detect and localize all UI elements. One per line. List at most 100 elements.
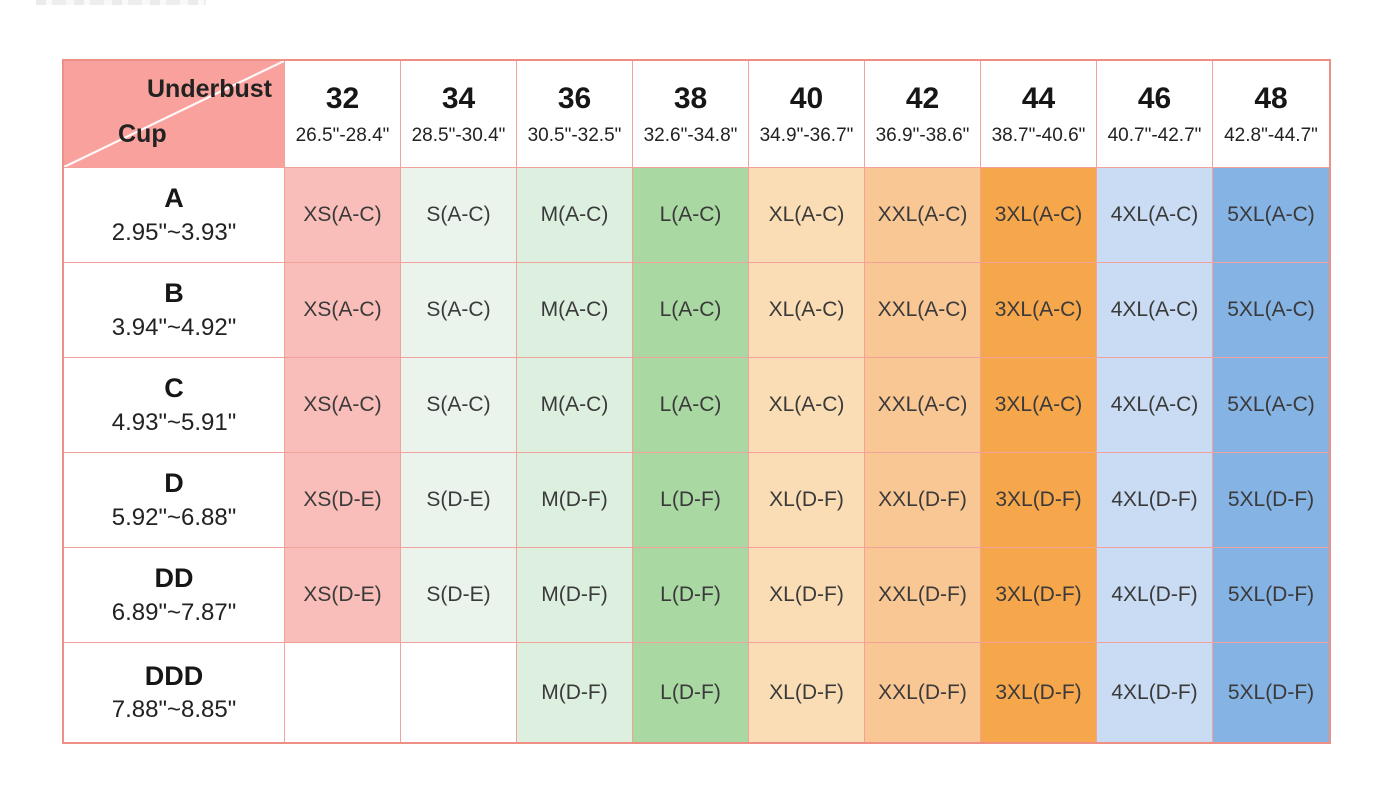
size-cell: 3XL(A-C) [981, 168, 1097, 263]
cropped-top-text-artifact [36, 0, 206, 5]
band-header-32: 32 26.5"-28.4" [285, 61, 401, 168]
cup-row-header-B: B 3.94"~4.92" [64, 263, 285, 358]
size-cell: M(D-F) [517, 548, 633, 643]
cup-range: 6.89"~7.87" [111, 598, 237, 626]
size-cell: L(A-C) [633, 263, 749, 358]
size-cell: 4XL(D-F) [1097, 453, 1213, 548]
band-range: 36.9"-38.6" [875, 124, 970, 146]
size-cell: M(A-C) [517, 358, 633, 453]
size-cell: XL(A-C) [749, 168, 865, 263]
band-header-38: 38 32.6"-34.8" [633, 61, 749, 168]
size-cell: M(D-F) [517, 453, 633, 548]
size-cell: XL(D-F) [749, 643, 865, 742]
cup-letter: DD [154, 563, 194, 594]
cup-range: 5.92"~6.88" [111, 503, 237, 531]
band-number: 34 [441, 81, 476, 115]
size-cell-empty [285, 643, 401, 742]
size-cell: XS(D-E) [285, 453, 401, 548]
size-cell: XS(D-E) [285, 548, 401, 643]
size-cell: S(A-C) [401, 263, 517, 358]
band-number: 40 [789, 81, 824, 115]
size-cell: 4XL(D-F) [1097, 548, 1213, 643]
size-cell: 5XL(A-C) [1213, 263, 1329, 358]
cup-row-header-DDD: DDD 7.88"~8.85" [64, 643, 285, 742]
size-cell: L(A-C) [633, 168, 749, 263]
band-range: 34.9"-36.7" [759, 124, 854, 146]
band-header-34: 34 28.5"-30.4" [401, 61, 517, 168]
band-header-42: 42 36.9"-38.6" [865, 61, 981, 168]
band-range: 32.6"-34.8" [643, 124, 738, 146]
band-number: 44 [1021, 81, 1056, 115]
size-cell: S(D-E) [401, 548, 517, 643]
band-header-36: 36 30.5"-32.5" [517, 61, 633, 168]
cup-row-header-D: D 5.92"~6.88" [64, 453, 285, 548]
cup-row-header-A: A 2.95"~3.93" [64, 168, 285, 263]
band-range: 30.5"-32.5" [527, 124, 622, 146]
cup-range: 2.95"~3.93" [111, 218, 237, 246]
size-cell: 5XL(D-F) [1213, 548, 1329, 643]
size-cell: XXL(A-C) [865, 263, 981, 358]
size-cell: S(D-E) [401, 453, 517, 548]
size-cell: 5XL(A-C) [1213, 168, 1329, 263]
band-range: 42.8"-44.7" [1224, 124, 1318, 146]
cup-label: Cup [118, 120, 167, 148]
band-header-48: 48 42.8"-44.7" [1213, 61, 1329, 168]
size-cell: L(D-F) [633, 548, 749, 643]
cup-letter: D [164, 468, 184, 499]
band-number: 42 [905, 81, 940, 115]
size-cell: L(D-F) [633, 453, 749, 548]
size-cell: 3XL(D-F) [981, 548, 1097, 643]
underbust-label: Underbust [147, 75, 272, 103]
size-cell: M(D-F) [517, 643, 633, 742]
band-range: 26.5"-28.4" [295, 124, 390, 146]
cup-letter: DDD [144, 660, 204, 691]
size-cell: XS(A-C) [285, 168, 401, 263]
band-range: 40.7"-42.7" [1107, 124, 1202, 146]
band-range: 28.5"-30.4" [411, 124, 506, 146]
size-cell: L(A-C) [633, 358, 749, 453]
cup-row-header-C: C 4.93"~5.91" [64, 358, 285, 453]
size-cell: XXL(D-F) [865, 643, 981, 742]
size-cell: 3XL(D-F) [981, 643, 1097, 742]
size-cell: 5XL(D-F) [1213, 453, 1329, 548]
band-number: 46 [1137, 81, 1172, 115]
size-cell: 3XL(A-C) [981, 263, 1097, 358]
size-cell: XL(A-C) [749, 358, 865, 453]
cup-range: 3.94"~4.92" [111, 313, 237, 341]
cup-letter: A [164, 183, 184, 214]
band-header-46: 46 40.7"-42.7" [1097, 61, 1213, 168]
cup-letter: C [164, 373, 184, 404]
band-number: 48 [1254, 81, 1288, 115]
size-cell: 4XL(A-C) [1097, 168, 1213, 263]
size-cell: XS(A-C) [285, 263, 401, 358]
band-number: 32 [325, 81, 360, 115]
cup-letter: B [164, 278, 184, 309]
size-cell: XL(D-F) [749, 453, 865, 548]
size-cell: 5XL(D-F) [1213, 643, 1329, 742]
cup-range: 7.88"~8.85" [111, 696, 237, 724]
cup-row-header-DD: DD 6.89"~7.87" [64, 548, 285, 643]
size-cell: XXL(A-C) [865, 358, 981, 453]
size-cell: S(A-C) [401, 168, 517, 263]
size-cell: XS(A-C) [285, 358, 401, 453]
band-number: 38 [673, 81, 708, 115]
size-cell: 4XL(D-F) [1097, 643, 1213, 742]
size-cell: L(D-F) [633, 643, 749, 742]
size-cell: XXL(A-C) [865, 168, 981, 263]
bra-size-chart-table: Underbust Cup 32 26.5"-28.4" 34 28.5"-30… [62, 59, 1331, 744]
size-cell: 3XL(A-C) [981, 358, 1097, 453]
band-range: 38.7"-40.6" [991, 124, 1086, 146]
size-cell: XXL(D-F) [865, 548, 981, 643]
band-header-44: 44 38.7"-40.6" [981, 61, 1097, 168]
band-header-40: 40 34.9"-36.7" [749, 61, 865, 168]
size-cell: 3XL(D-F) [981, 453, 1097, 548]
corner-header-cell: Underbust Cup [64, 61, 285, 168]
band-number: 36 [557, 81, 592, 115]
size-cell: XXL(D-F) [865, 453, 981, 548]
size-cell-empty [401, 643, 517, 742]
size-cell: M(A-C) [517, 263, 633, 358]
size-cell: 5XL(A-C) [1213, 358, 1329, 453]
size-cell: 4XL(A-C) [1097, 263, 1213, 358]
cup-range: 4.93"~5.91" [111, 408, 237, 436]
